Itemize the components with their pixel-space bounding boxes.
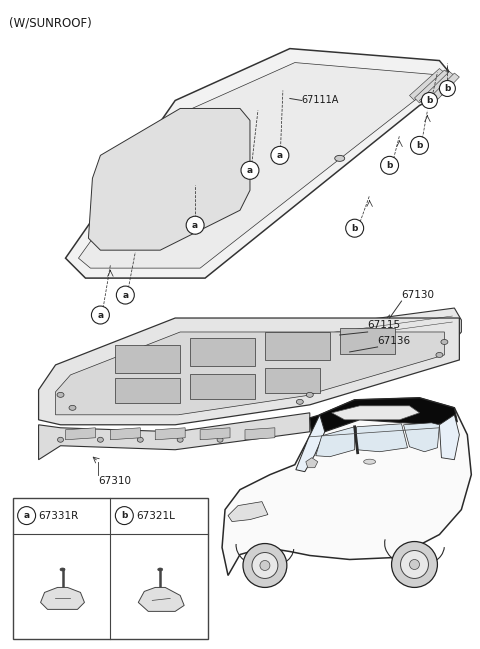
Circle shape [346, 219, 364, 237]
Circle shape [243, 543, 287, 587]
Text: b: b [444, 84, 451, 93]
Text: 67130: 67130 [402, 290, 434, 300]
Polygon shape [190, 338, 255, 366]
Polygon shape [190, 374, 255, 399]
Circle shape [439, 80, 456, 97]
Text: a: a [277, 151, 283, 160]
Text: b: b [386, 161, 393, 170]
Text: b: b [426, 96, 432, 105]
Ellipse shape [58, 437, 63, 442]
Ellipse shape [97, 437, 103, 442]
Polygon shape [65, 428, 96, 440]
Polygon shape [306, 458, 318, 468]
Text: a: a [247, 166, 253, 175]
Text: b: b [351, 224, 358, 233]
Circle shape [241, 162, 259, 179]
Polygon shape [222, 398, 471, 576]
Circle shape [410, 136, 429, 154]
Circle shape [91, 306, 109, 324]
Polygon shape [409, 69, 444, 101]
Text: 67331R: 67331R [38, 511, 79, 520]
Polygon shape [420, 71, 455, 106]
Polygon shape [424, 73, 459, 108]
Text: a: a [97, 310, 104, 319]
Polygon shape [200, 428, 230, 440]
Ellipse shape [158, 568, 163, 571]
Text: 67115: 67115 [368, 320, 401, 330]
Polygon shape [310, 398, 457, 438]
Ellipse shape [436, 352, 443, 358]
Ellipse shape [441, 339, 448, 345]
Text: a: a [192, 221, 198, 230]
Ellipse shape [60, 568, 65, 571]
Text: a: a [24, 511, 30, 520]
Text: b: b [416, 141, 423, 150]
Ellipse shape [306, 393, 313, 397]
FancyBboxPatch shape [12, 498, 208, 639]
Ellipse shape [137, 437, 144, 442]
Polygon shape [404, 422, 439, 452]
Polygon shape [115, 378, 180, 403]
Polygon shape [278, 308, 461, 362]
Circle shape [271, 147, 289, 164]
Ellipse shape [177, 437, 183, 442]
Text: 67310: 67310 [98, 476, 132, 485]
Ellipse shape [335, 155, 345, 162]
Polygon shape [296, 415, 325, 472]
Polygon shape [265, 368, 320, 393]
Ellipse shape [69, 406, 76, 410]
Polygon shape [65, 49, 449, 278]
Text: 67321L: 67321L [136, 511, 175, 520]
Polygon shape [340, 328, 395, 354]
Circle shape [186, 216, 204, 234]
Polygon shape [439, 415, 459, 459]
Ellipse shape [364, 459, 376, 464]
Polygon shape [110, 428, 140, 440]
Polygon shape [138, 587, 184, 611]
Circle shape [18, 507, 36, 524]
Polygon shape [332, 406, 420, 420]
Polygon shape [265, 332, 330, 360]
Polygon shape [155, 428, 185, 440]
Circle shape [381, 156, 398, 175]
Circle shape [116, 286, 134, 304]
Polygon shape [78, 62, 434, 268]
Polygon shape [357, 424, 408, 452]
Polygon shape [38, 413, 310, 459]
Text: 67136: 67136 [378, 336, 411, 346]
Polygon shape [115, 345, 180, 373]
Text: 67111A: 67111A [302, 95, 339, 106]
Text: (W/SUNROOF): (W/SUNROOF) [9, 17, 91, 30]
Polygon shape [41, 587, 84, 609]
Polygon shape [228, 502, 268, 522]
Polygon shape [245, 428, 275, 440]
Circle shape [421, 93, 437, 108]
Circle shape [409, 559, 420, 569]
Polygon shape [316, 427, 355, 457]
Circle shape [392, 541, 437, 587]
Polygon shape [38, 318, 459, 425]
Text: a: a [122, 291, 128, 300]
Polygon shape [415, 70, 449, 103]
Ellipse shape [296, 399, 303, 404]
Ellipse shape [57, 393, 64, 397]
Circle shape [252, 552, 278, 578]
Circle shape [115, 507, 133, 524]
Ellipse shape [217, 437, 223, 442]
Circle shape [260, 561, 270, 570]
Text: b: b [121, 511, 128, 520]
Circle shape [400, 550, 429, 578]
Polygon shape [88, 108, 250, 250]
Polygon shape [56, 332, 444, 415]
